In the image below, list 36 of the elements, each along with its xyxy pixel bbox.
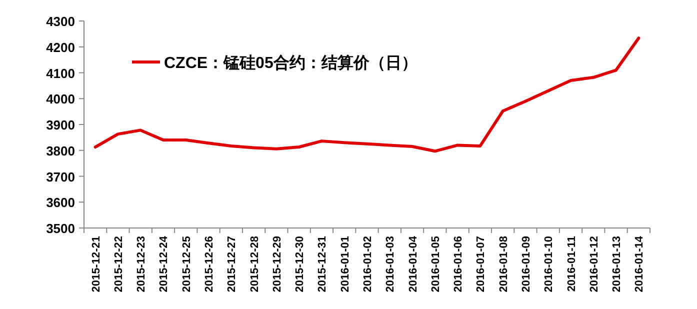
x-tick-label: 2016-01-06	[452, 236, 465, 292]
y-tick-label: 3800	[46, 143, 75, 158]
x-tick-label: 2015-12-28	[248, 236, 261, 292]
x-tick-label: 2015-12-30	[294, 236, 306, 292]
x-tick-label: 2016-01-05	[430, 236, 442, 292]
y-tick-label: 4200	[46, 40, 75, 55]
x-tick-label: 2015-12-21	[90, 236, 102, 292]
x-tick-label: 2016-01-01	[339, 236, 352, 292]
x-tick-label: 2015-12-31	[316, 236, 329, 292]
x-tick-label: 2015-12-26	[204, 236, 216, 292]
x-tick-label: 2016-01-02	[362, 236, 374, 292]
x-tick-label: 2015-12-23	[136, 236, 148, 292]
x-tick-label: 2015-12-27	[226, 236, 238, 292]
x-tick-label: 2016-01-10	[543, 236, 556, 292]
x-tick-label: 2015-12-24	[158, 235, 170, 292]
y-tick-label: 3600	[46, 195, 75, 210]
x-tick-label: 2016-01-14	[634, 235, 646, 292]
x-tick-label: 2016-01-12	[588, 236, 600, 292]
x-tick-label: 2016-01-03	[384, 236, 397, 292]
legend-label: CZCE：锰硅05合约：结算价（日）	[164, 54, 418, 72]
y-tick-label: 3700	[46, 169, 75, 184]
x-tick-label: 2015-12-29	[271, 236, 284, 292]
x-tick-label: 2016-01-09	[520, 236, 532, 292]
x-tick-label: 2016-01-04	[407, 235, 420, 292]
y-tick-label: 4000	[46, 92, 75, 107]
line-series	[94, 36, 640, 153]
x-tick-label: 2016-01-07	[475, 236, 488, 292]
x-tick-label: 2015-12-22	[112, 236, 125, 292]
x-tick-label: 2016-01-08	[498, 236, 510, 292]
x-tick-label: 2016-01-13	[611, 236, 624, 292]
x-tick-label: 2015-12-25	[180, 236, 193, 292]
x-tick-label: 2016-01-11	[566, 236, 578, 292]
y-tick-label: 4300	[46, 14, 75, 29]
y-tick-label: 4100	[46, 66, 75, 81]
y-tick-label: 3900	[46, 118, 75, 132]
y-tick-label: 3500	[46, 221, 75, 236]
